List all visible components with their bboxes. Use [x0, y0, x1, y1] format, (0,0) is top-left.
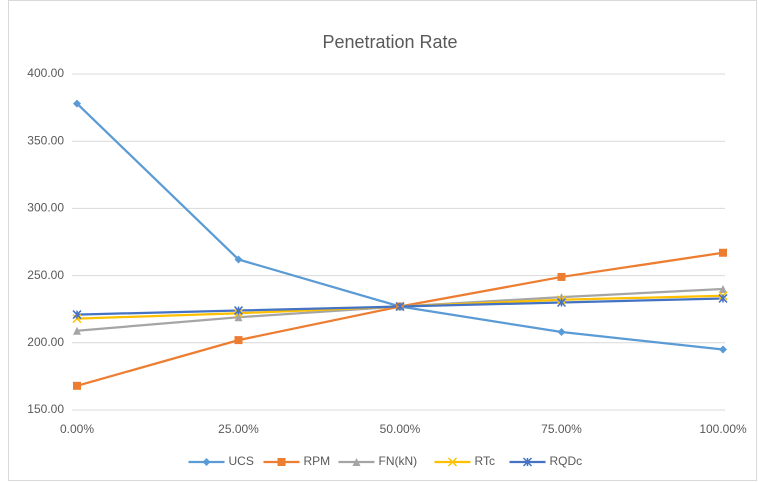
x-tick-label: 100.00% — [699, 422, 747, 436]
chart-title: Penetration Rate — [322, 32, 457, 52]
marker — [73, 326, 81, 335]
chart-frame — [8, 0, 757, 481]
y-tick-label: 350.00 — [27, 133, 64, 147]
x-tick-label: 50.00% — [380, 422, 421, 436]
marker — [557, 328, 566, 337]
marker — [395, 301, 405, 312]
y-tick-label: 400.00 — [27, 66, 64, 80]
marker — [73, 381, 81, 390]
marker — [73, 99, 81, 108]
marker — [719, 285, 727, 294]
marker — [352, 458, 361, 466]
x-tick-label: 0.00% — [60, 422, 94, 436]
marker — [557, 272, 566, 281]
marker — [719, 248, 727, 257]
marker — [72, 310, 82, 320]
legend-label: RTc — [475, 454, 495, 468]
y-tick-label: 200.00 — [27, 335, 64, 349]
x-tick-label: 25.00% — [218, 422, 259, 436]
marker — [556, 297, 567, 308]
marker — [719, 345, 727, 354]
marker — [234, 255, 243, 264]
legend-label: FN(kN) — [379, 454, 418, 468]
legend-label: RPM — [304, 454, 331, 468]
y-tick-label: 250.00 — [27, 268, 64, 282]
marker — [233, 306, 244, 316]
marker — [277, 458, 286, 466]
marker — [202, 458, 211, 466]
marker — [557, 293, 566, 302]
marker — [234, 336, 243, 345]
marker — [522, 457, 533, 467]
marker — [72, 314, 82, 324]
y-tick-label: 300.00 — [27, 201, 64, 215]
y-tick-label: 150.00 — [27, 402, 64, 416]
x-tick-label: 75.00% — [541, 422, 582, 436]
marker — [234, 313, 243, 322]
marker — [447, 457, 458, 467]
legend-label: RQDc — [550, 454, 583, 468]
marker — [718, 293, 728, 303]
legend-label: UCS — [229, 454, 254, 468]
